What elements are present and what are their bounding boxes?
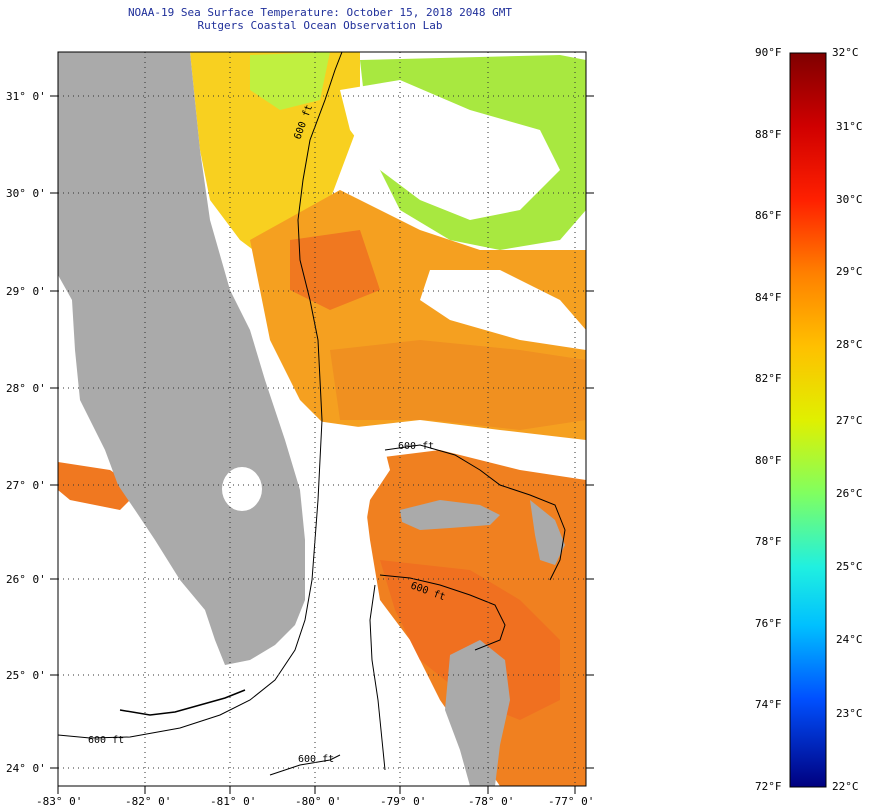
colorbar-f-label: 76°F bbox=[755, 617, 782, 630]
colorbar-f-label: 84°F bbox=[755, 291, 782, 304]
colorbar-c-label: 30°C bbox=[836, 193, 863, 206]
contour-label: 600 ft bbox=[398, 441, 434, 452]
florida-keys bbox=[119, 689, 246, 716]
lat-label: 25° 0' bbox=[6, 669, 46, 682]
map-subtitle: Rutgers Coastal Ocean Observation Lab bbox=[197, 19, 443, 32]
colorbar-c-label: 25°C bbox=[836, 560, 863, 573]
lat-label: 26° 0' bbox=[6, 573, 46, 586]
cloud-gap-north bbox=[340, 80, 560, 220]
andros-island bbox=[445, 640, 510, 786]
grand-bahama-island bbox=[400, 500, 500, 530]
contour-line-west bbox=[58, 52, 343, 739]
colorbar-f-label: 82°F bbox=[755, 372, 782, 385]
abaco-island bbox=[530, 500, 565, 565]
colorbar-f-label: 80°F bbox=[755, 454, 782, 467]
sst-bahamas-orange-2 bbox=[380, 560, 560, 720]
colorbar-f-label: 90°F bbox=[755, 46, 782, 59]
colorbar bbox=[789, 52, 827, 788]
lat-label: 28° 0' bbox=[6, 382, 46, 395]
lat-label: 31° 0' bbox=[6, 90, 46, 103]
lake-okeechobee bbox=[222, 467, 262, 511]
colorbar-f-label: 88°F bbox=[755, 128, 782, 141]
contour-line-bahamas-south bbox=[369, 574, 506, 771]
sst-orange-warm-core bbox=[290, 230, 380, 310]
colorbar-c-label: 24°C bbox=[836, 633, 863, 646]
colorbar-c-label: 32°C bbox=[832, 46, 859, 59]
colorbar-f-label: 78°F bbox=[755, 535, 782, 548]
contour-label: 600 ft bbox=[298, 754, 334, 765]
graticule bbox=[58, 52, 586, 786]
lat-label: 24° 0' bbox=[6, 762, 46, 775]
colorbar-c-label: 28°C bbox=[836, 338, 863, 351]
colorbar-c-label: 27°C bbox=[836, 414, 863, 427]
lon-label: -82° 0' bbox=[125, 795, 172, 808]
contour-line-bahamas bbox=[384, 444, 566, 581]
map-frame bbox=[57, 51, 587, 787]
sst-green-patch bbox=[250, 52, 330, 110]
sst-west-patch bbox=[58, 462, 140, 510]
cloud-gap-east bbox=[420, 270, 586, 350]
colorbar-c-label: 22°C bbox=[832, 780, 859, 793]
colorbar-c-label: 23°C bbox=[836, 707, 863, 720]
florida-land bbox=[58, 52, 305, 665]
colorbar-f-label: 86°F bbox=[755, 209, 782, 222]
map-title: NOAA-19 Sea Surface Temperature: October… bbox=[127, 6, 513, 19]
colorbar-c-label: 26°C bbox=[836, 487, 863, 500]
colorbar-c-label: 31°C bbox=[836, 120, 863, 133]
contour-label: 600 ft bbox=[88, 735, 124, 746]
lon-label: -80° 0' bbox=[295, 795, 342, 808]
colorbar-f-label: 72°F bbox=[755, 780, 782, 793]
colorbar-f-label: 74°F bbox=[755, 698, 782, 711]
lon-label: -81° 0' bbox=[210, 795, 257, 808]
axis-ticks bbox=[50, 95, 594, 794]
lat-label: 27° 0' bbox=[6, 479, 46, 492]
lat-label: 30° 0' bbox=[6, 187, 46, 200]
lon-label: -77° 0' bbox=[548, 795, 595, 808]
sst-orange-east bbox=[330, 340, 586, 430]
lon-label: -79° 0' bbox=[380, 795, 427, 808]
colorbar-c-label: 29°C bbox=[836, 265, 863, 278]
lat-label: 29° 0' bbox=[6, 285, 46, 298]
cloud-gap-central bbox=[300, 420, 390, 786]
lon-label: -78° 0' bbox=[468, 795, 515, 808]
lon-label: -83° 0' bbox=[36, 795, 83, 808]
